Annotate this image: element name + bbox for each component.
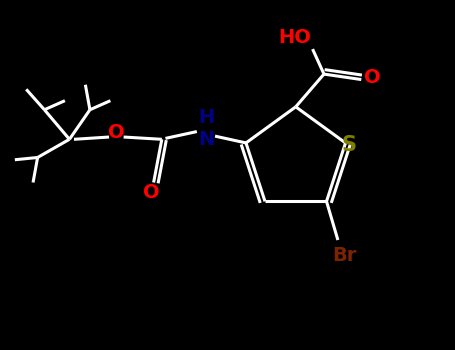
- Text: Br: Br: [333, 246, 357, 265]
- Text: O: O: [108, 123, 125, 142]
- Text: H
N: H N: [198, 108, 214, 149]
- Text: HO: HO: [278, 28, 311, 47]
- Text: S: S: [342, 135, 357, 155]
- Text: O: O: [364, 68, 381, 87]
- Text: O: O: [143, 183, 160, 202]
